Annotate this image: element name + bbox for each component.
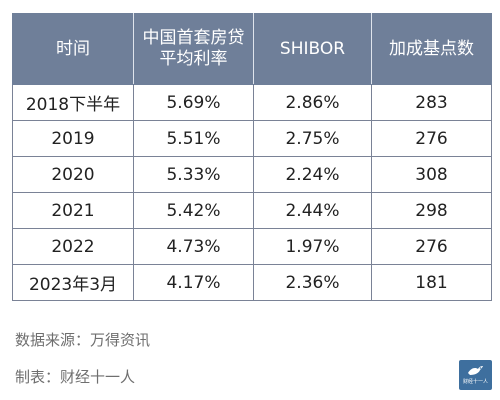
- cell-mortgage-rate: 5.33%: [133, 156, 254, 193]
- header-mortgage-rate: 中国首套房贷平均利率: [133, 13, 254, 85]
- cell-shibor: 2.44%: [253, 192, 372, 229]
- cell-shibor: 1.97%: [253, 228, 372, 265]
- rate-table-container: 时间 中国首套房贷平均利率 SHIBOR 加成基点数 2018下半年 5.69%…: [12, 13, 492, 301]
- cell-mortgage-rate: 5.51%: [133, 120, 254, 157]
- cell-time: 2023年3月: [12, 264, 134, 301]
- cell-basis-points: 283: [371, 84, 492, 121]
- cell-time: 2019: [12, 120, 134, 157]
- cell-shibor: 2.36%: [253, 264, 372, 301]
- table-header-row: 时间 中国首套房贷平均利率 SHIBOR 加成基点数: [12, 13, 492, 85]
- cell-time: 2020: [12, 156, 134, 193]
- header-time: 时间: [12, 13, 134, 85]
- cell-shibor: 2.86%: [253, 84, 372, 121]
- cell-mortgage-rate: 4.73%: [133, 228, 254, 265]
- header-basis-points: 加成基点数: [371, 13, 492, 85]
- mortgage-rate-table: 时间 中国首套房贷平均利率 SHIBOR 加成基点数 2018下半年 5.69%…: [12, 13, 492, 301]
- watermark-text: 财经十一人: [462, 379, 488, 385]
- cell-time: 2018下半年: [12, 84, 134, 121]
- cell-basis-points: 181: [371, 264, 492, 301]
- cell-mortgage-rate: 5.42%: [133, 192, 254, 229]
- table-row: 2018下半年 5.69% 2.86% 283: [12, 84, 492, 121]
- cell-basis-points: 276: [371, 228, 492, 265]
- watermark-logo: 财经十一人: [459, 360, 492, 390]
- data-source-note: 数据来源：万得资讯: [15, 331, 151, 349]
- cell-mortgage-rate: 5.69%: [133, 84, 254, 121]
- cell-basis-points: 298: [371, 192, 492, 229]
- cell-time: 2022: [12, 228, 134, 265]
- table-row: 2022 4.73% 1.97% 276: [12, 228, 492, 265]
- cell-basis-points: 308: [371, 156, 492, 193]
- header-shibor: SHIBOR: [253, 13, 372, 85]
- cell-basis-points: 276: [371, 120, 492, 157]
- cell-shibor: 2.24%: [253, 156, 372, 193]
- table-row: 2020 5.33% 2.24% 308: [12, 156, 492, 193]
- table-row: 2019 5.51% 2.75% 276: [12, 120, 492, 157]
- cell-shibor: 2.75%: [253, 120, 372, 157]
- cell-time: 2021: [12, 192, 134, 229]
- table-row: 2023年3月 4.17% 2.36% 181: [12, 264, 492, 301]
- table-maker-note: 制表：财经十一人: [15, 368, 136, 386]
- table-row: 2021 5.42% 2.44% 298: [12, 192, 492, 229]
- cell-mortgage-rate: 4.17%: [133, 264, 254, 301]
- bird-icon: [468, 366, 483, 375]
